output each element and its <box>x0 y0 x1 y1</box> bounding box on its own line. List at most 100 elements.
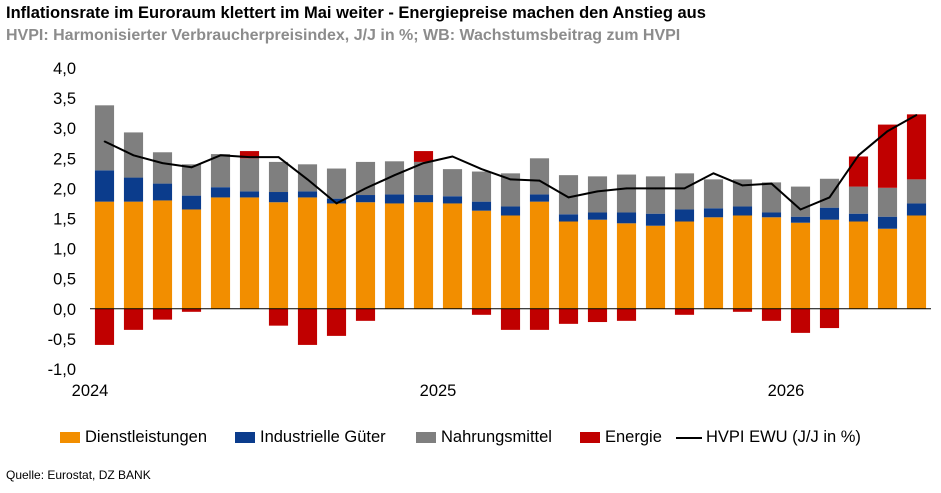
bar-dienstleistungen <box>210 197 231 309</box>
bar-nahrungsmittel <box>558 175 579 215</box>
bar-industrielle_gueter <box>906 203 927 216</box>
bar-nahrungsmittel <box>732 179 753 207</box>
legend-label-nahrungsmittel: Nahrungsmittel <box>441 428 552 446</box>
y-tick-label: 0,0 <box>53 301 76 319</box>
bar-dienstleistungen <box>848 221 869 309</box>
bar-energie <box>471 308 492 315</box>
bar-dienstleistungen <box>268 202 289 309</box>
legend-item-industrielle-gueter: Industrielle Güter <box>235 428 386 447</box>
bar-dienstleistungen <box>616 223 637 309</box>
bar-energie <box>616 308 637 321</box>
bar-dienstleistungen <box>384 203 405 309</box>
hvpi-point <box>683 187 686 190</box>
bar-dienstleistungen <box>239 197 260 309</box>
bar-energie <box>152 308 173 320</box>
bar-nahrungsmittel <box>268 161 289 193</box>
bar-dienstleistungen <box>674 221 695 309</box>
bar-energie <box>355 308 376 321</box>
bar-dienstleistungen <box>442 203 463 309</box>
bar-dienstleistungen <box>906 215 927 309</box>
bar-industrielle_gueter <box>268 192 289 203</box>
bar-energie <box>877 124 898 188</box>
x-year-label: 2025 <box>420 382 457 400</box>
chart-subtitle: HVPI: Harmonisierter Verbraucherpreisind… <box>6 27 681 44</box>
bar-industrielle_gueter <box>94 170 115 202</box>
hvpi-point <box>509 178 512 181</box>
bar-nahrungsmittel <box>326 168 347 199</box>
bar-industrielle_gueter <box>674 209 695 222</box>
hvpi-point <box>161 162 164 164</box>
source-note: Quelle: Eurostat, DZ BANK <box>6 468 151 482</box>
legend-item-nahrungsmittel: Nahrungsmittel <box>416 428 552 447</box>
bar-dienstleistungen <box>819 219 840 309</box>
bar-nahrungsmittel <box>181 164 202 196</box>
bar-dienstleistungen <box>355 202 376 309</box>
hvpi-point <box>915 114 918 116</box>
legend-label-industrielle-gueter: Industrielle Güter <box>260 428 386 446</box>
bar-energie <box>906 114 927 180</box>
bar-dienstleistungen <box>703 217 724 309</box>
bar-energie <box>674 308 695 315</box>
legend-label-energie: Energie <box>605 428 662 446</box>
bar-energie <box>732 308 753 312</box>
bar-industrielle_gueter <box>848 213 869 222</box>
bar-energie <box>181 308 202 312</box>
legend-swatch-energie <box>580 432 600 443</box>
y-tick-label: 3,0 <box>53 120 76 138</box>
bar-industrielle_gueter <box>529 194 550 202</box>
hvpi-point <box>596 190 599 193</box>
bar-industrielle_gueter <box>152 183 173 201</box>
y-tick-label: 3,5 <box>53 90 76 108</box>
bar-dienstleistungen <box>123 201 144 309</box>
bar-industrielle_gueter <box>384 194 405 204</box>
axis-layer: 4,0 3,5 3,0 2,5 2,0 1,5 1,0 0,5 0,0 -0,5 -1,0 2024 2… <box>48 60 931 400</box>
bar-energie <box>558 308 579 324</box>
bar-dienstleistungen <box>558 221 579 309</box>
bar-dienstleistungen <box>152 200 173 309</box>
bar-industrielle_gueter <box>761 212 782 218</box>
hvpi-point <box>422 162 425 164</box>
bars-layer <box>94 105 927 345</box>
hvpi-point <box>190 166 193 169</box>
bar-industrielle_gueter <box>123 177 144 202</box>
bar-industrielle_gueter <box>297 191 318 198</box>
bar-nahrungsmittel <box>587 176 608 213</box>
bar-dienstleistungen <box>500 215 521 309</box>
bar-industrielle_gueter <box>587 212 608 220</box>
bar-nahrungsmittel <box>703 179 724 209</box>
legend-swatch-industrielle-gueter <box>235 432 255 443</box>
bar-dienstleistungen <box>529 201 550 309</box>
y-tick-label: 2,0 <box>53 180 76 198</box>
bar-energie <box>413 151 434 162</box>
y-tick-label: 0,5 <box>53 271 76 289</box>
bar-nahrungsmittel <box>906 179 927 204</box>
y-tick-label: -0,5 <box>48 331 76 349</box>
bar-nahrungsmittel <box>413 161 434 196</box>
bar-dienstleistungen <box>413 202 434 309</box>
bar-industrielle_gueter <box>645 213 666 226</box>
bar-energie <box>268 308 289 326</box>
y-tick-label: 1,0 <box>53 241 76 259</box>
chart-area: 4,0 3,5 3,0 2,5 2,0 1,5 1,0 0,5 0,0 -0,5 -1,0 2024 2… <box>48 60 931 400</box>
bar-industrielle_gueter <box>790 216 811 223</box>
bar-energie <box>529 308 550 330</box>
bar-energie <box>326 308 347 336</box>
bar-dienstleistungen <box>94 201 115 309</box>
hvpi-point <box>393 174 396 176</box>
bar-dienstleistungen <box>790 222 811 309</box>
bar-industrielle_gueter <box>210 187 231 198</box>
bar-nahrungsmittel <box>819 178 840 208</box>
hvpi-point <box>219 154 222 157</box>
legend-swatch-hvpi <box>676 436 702 439</box>
bar-dienstleistungen <box>471 210 492 309</box>
legend-item-dienstleistungen: Dienstleistungen <box>60 428 207 447</box>
legend-label-dienstleistungen: Dienstleistungen <box>85 428 207 446</box>
bar-dienstleistungen <box>326 203 347 309</box>
bar-industrielle_gueter <box>616 212 637 224</box>
bar-dienstleistungen <box>732 215 753 309</box>
hvpi-point <box>364 187 367 190</box>
bar-industrielle_gueter <box>239 191 260 198</box>
hvpi-point <box>538 179 541 182</box>
bar-nahrungsmittel <box>790 186 811 217</box>
bar-energie <box>123 308 144 330</box>
